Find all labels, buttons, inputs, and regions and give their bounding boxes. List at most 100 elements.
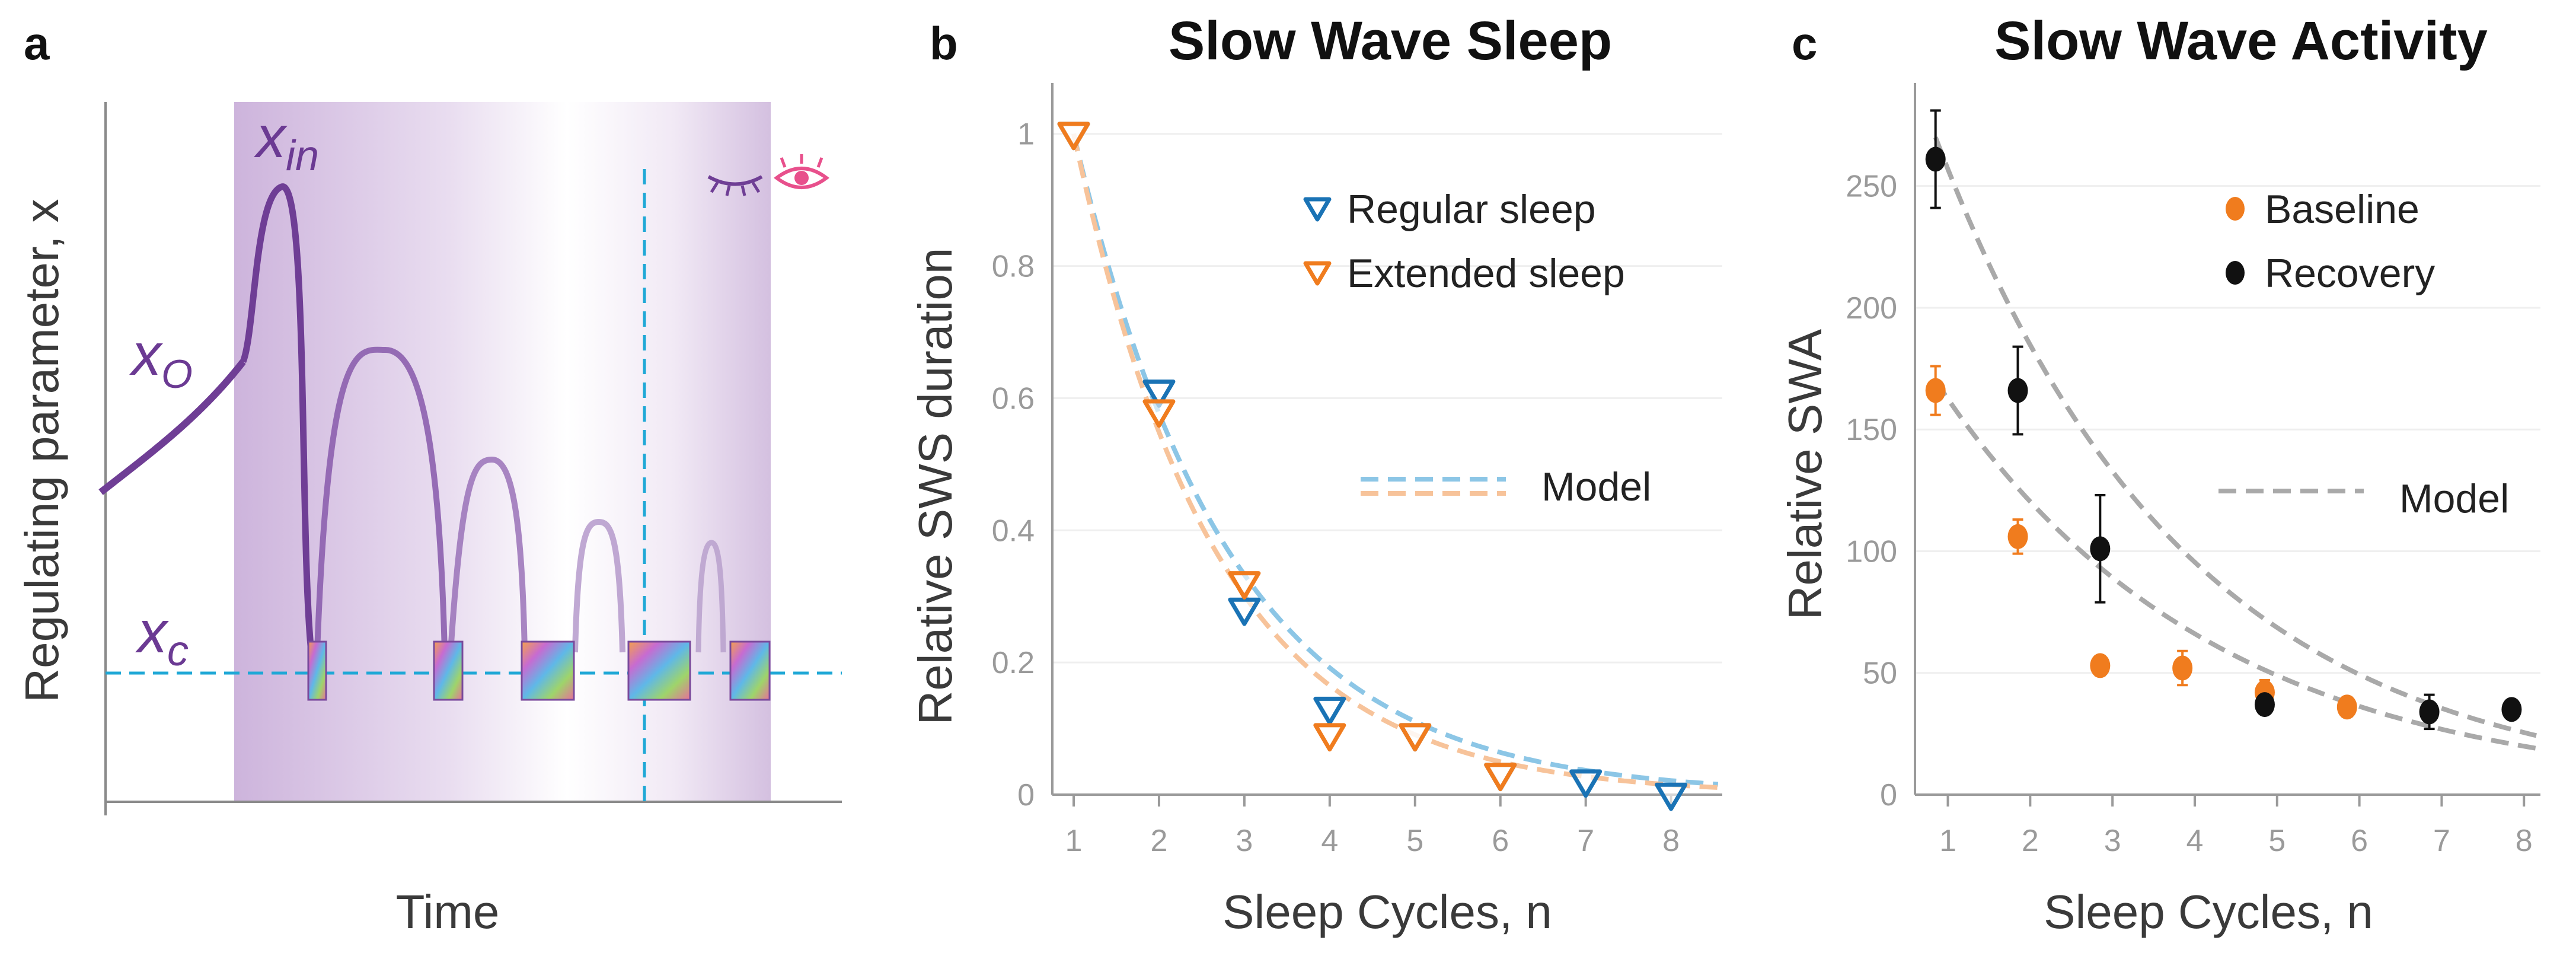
marker-regular-sleep [1313,696,1346,725]
x-in-cycle-1 [240,183,315,653]
sws-block-5 [729,640,771,701]
legend-label: Baseline [2265,187,2419,232]
legend-label: Regular sleep [1347,187,1596,232]
label-x-o-main: x [129,321,163,388]
model-curve [1933,136,2537,738]
label-x-in: xin [254,104,319,180]
marker-recovery [2501,697,2522,722]
x-tick-label: 2 [1150,824,1167,858]
title-b: Slow Wave Sleep [1169,11,1612,71]
y-tick-label: 0.6 [992,381,1035,416]
model-curve [1071,133,1719,787]
marker-recovery [2254,692,2275,718]
y-tick-label: 1 [1017,117,1035,152]
y-tick-label: 100 [1846,534,1897,569]
legend-marker [1303,197,1332,222]
legend-marker [2226,197,2245,221]
plot-c: 0 50 100 150 200 250 1 2 3 4 5 6 7 8 Baseline Recovery M… [1846,83,2540,858]
panel-a: a [15,17,842,938]
y-tick-label: 50 [1863,656,1897,691]
y-tick-label: 0.8 [992,250,1035,284]
marker-recovery [2090,536,2111,562]
label-x-c: xc [135,599,189,675]
x-tick-label: 6 [1492,824,1509,858]
model-curve [1071,133,1719,790]
x-in-cycle-5 [695,540,726,653]
marker-recovery [1925,146,1946,172]
y-tick-label: 0 [1017,778,1035,812]
x-tick-label: 3 [1236,824,1253,858]
y-tick-label: 0.2 [992,646,1035,680]
x-tick-label: 1 [1065,824,1083,858]
sws-block-1 [307,640,327,701]
panel-letter-b: b [930,17,958,69]
model-curve [1933,379,2537,751]
plot-b: 0 0.2 0.4 0.6 0.8 1 1 2 3 4 5 6 7 8 Regular sleep Exten… [992,83,1722,858]
x-tick-label: 8 [1662,824,1680,858]
x-in-cycle-3 [448,456,528,653]
x-in-cycle-2 [314,346,448,653]
ylabel-c: Relative SWA [1779,329,1831,620]
ylabel-b: Relative SWS duration [909,248,962,725]
y-tick-label: 0.4 [992,514,1035,548]
label-x-c-sub: c [167,627,189,675]
marker-extended-sleep [1142,399,1176,428]
marker-baseline [1925,378,1946,403]
marker-regular-sleep [1655,782,1688,811]
marker-baseline [2007,524,2028,549]
x-tick-label: 4 [1321,824,1338,858]
legend-label: Extended sleep [1347,251,1625,296]
y-tick-label: 200 [1846,291,1897,326]
x-tick-label: 5 [1406,824,1423,858]
marker-regular-sleep [1142,379,1176,408]
sws-block-4 [627,640,691,701]
marker-baseline [2336,694,2357,720]
marker-baseline [2172,655,2193,681]
sws-block-3 [521,640,575,701]
label-x-o: xO [129,321,193,397]
legend-model-label: Model [2399,476,2509,521]
x-tick-label: 7 [1577,824,1594,858]
y-tick-label: 150 [1846,413,1897,447]
x-o-curve [98,359,246,495]
closed-eye-icon [707,175,763,196]
ylabel-a: Regulating parameter, x [15,199,68,702]
marker-extended-sleep [1313,723,1346,752]
marker-extended-sleep [1057,122,1090,151]
panel-letter-c: c [1792,17,1817,69]
label-x-c-main: x [135,599,169,665]
x-tick-label: 2 [2022,824,2039,858]
legend-label: Recovery [2265,251,2435,296]
xlabel-b: Sleep Cycles, n [1222,885,1552,938]
title-c: Slow Wave Activity [1994,11,2488,71]
x-tick-label: 6 [2351,824,2368,858]
legend-marker [2226,261,2245,285]
panel-letter-a: a [24,17,50,69]
x-tick-label: 4 [2186,824,2204,858]
x-tick-label: 5 [2268,824,2285,858]
y-tick-label: 0 [1880,778,1897,812]
marker-extended-sleep [1484,763,1517,792]
marker-recovery [2419,699,2440,725]
label-x-o-sub: O [161,352,193,397]
legend-model-label: Model [1541,464,1651,509]
marker-extended-sleep [1399,723,1432,752]
label-x-in-sub: in [286,132,319,180]
marker-regular-sleep [1228,597,1261,626]
x-in-cycle-4 [572,518,625,653]
y-tick-label: 250 [1846,170,1897,204]
label-x-in-main: x [254,104,288,170]
x-tick-label: 8 [2516,824,2533,858]
sws-block-2 [433,640,464,701]
marker-regular-sleep [1569,769,1603,798]
legend-marker [1303,261,1332,286]
xlabel-c: Sleep Cycles, n [2044,885,2373,938]
open-eye-icon [774,154,829,189]
marker-recovery [2007,378,2028,403]
x-tick-label: 7 [2433,824,2450,858]
marker-baseline [2090,653,2111,678]
panel-b: b Slow Wave Sleep 0 0.2 0.4 0.6 0.8 1 1 2 3 4 5 6 7 8… [909,11,1722,938]
marker-extended-sleep [1228,571,1261,600]
x-tick-label: 3 [2104,824,2121,858]
